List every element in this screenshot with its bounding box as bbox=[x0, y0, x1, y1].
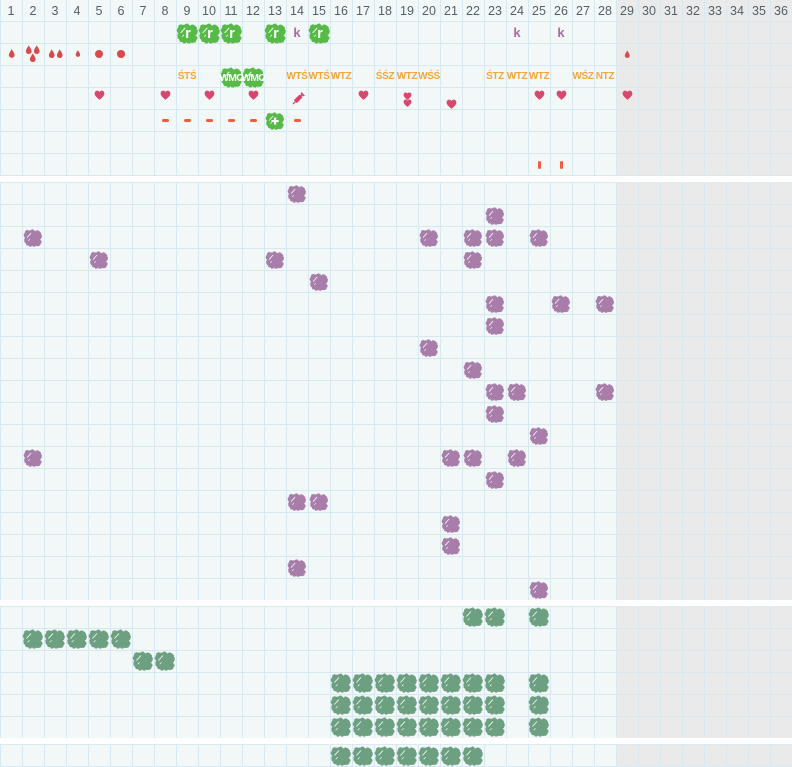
svg-text:WMO: WMO bbox=[220, 73, 243, 84]
svg-text:r: r bbox=[317, 25, 323, 41]
svg-text:r: r bbox=[207, 25, 213, 41]
svg-text:r: r bbox=[229, 25, 235, 41]
svg-text:r: r bbox=[185, 25, 191, 41]
svg-text:WMO: WMO bbox=[242, 73, 265, 84]
svg-text:r: r bbox=[273, 25, 279, 41]
